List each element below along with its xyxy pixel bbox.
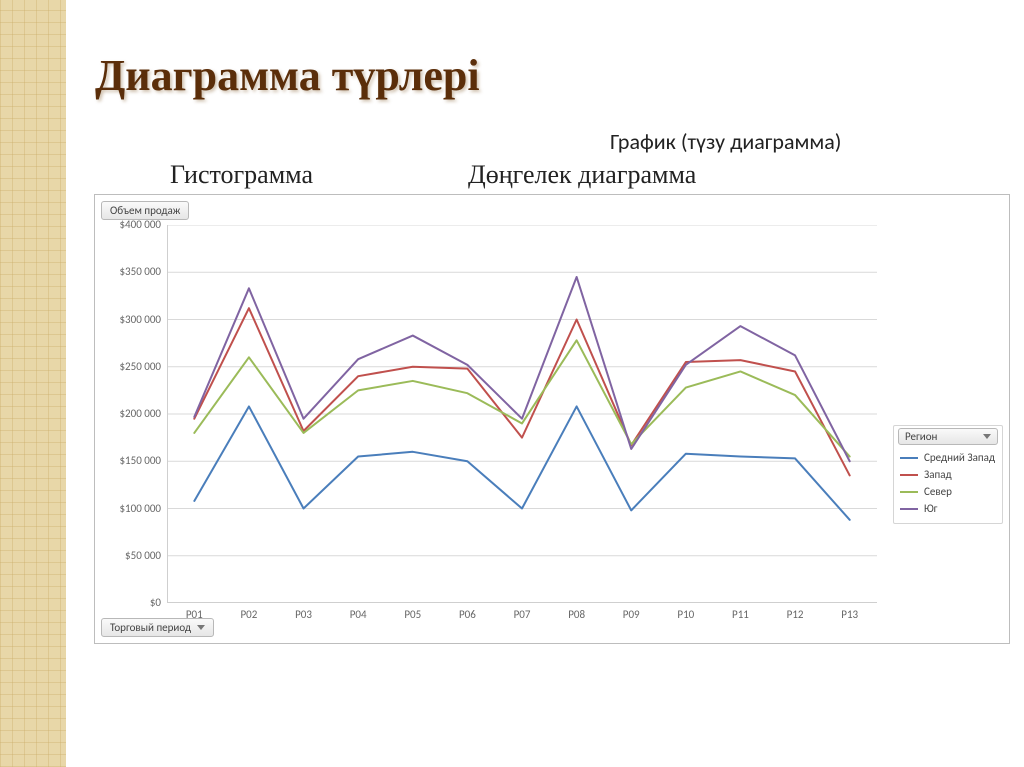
x-tick-label: P02 <box>234 608 264 621</box>
x-tick-label: P10 <box>671 608 701 621</box>
legend-swatch <box>900 491 918 493</box>
x-tick-label: P12 <box>780 608 810 621</box>
x-axis-field-label: Торговый период <box>110 621 191 634</box>
y-tick-label: $200 000 <box>101 407 161 420</box>
series-line <box>194 340 849 456</box>
y-tick-label: $150 000 <box>101 454 161 467</box>
y-axis-field-label: Объем продаж <box>110 204 180 217</box>
x-tick-label: P07 <box>507 608 537 621</box>
x-tick-label: P01 <box>179 608 209 621</box>
subtitle-linechart: График (түзу диаграмма) <box>610 128 841 155</box>
y-tick-label: $50 000 <box>101 549 161 562</box>
y-tick-label: $400 000 <box>101 218 161 231</box>
x-tick-label: P03 <box>289 608 319 621</box>
legend-label: Север <box>924 485 952 498</box>
x-tick-label: P08 <box>562 608 592 621</box>
legend-label: Юг <box>924 502 937 515</box>
y-tick-label: $0 <box>101 596 161 609</box>
chevron-down-icon <box>983 434 991 439</box>
legend-label: Средний Запад <box>924 451 995 464</box>
x-tick-label: P04 <box>343 608 373 621</box>
subtitle-piechart: Дөңгелек диаграмма <box>468 160 696 190</box>
decorative-left-band <box>0 0 66 767</box>
legend-swatch <box>900 457 918 459</box>
plot-area <box>167 225 877 603</box>
page-title: Диаграмма түрлері <box>95 50 480 101</box>
legend-title: Регион <box>905 430 937 443</box>
x-tick-label: P09 <box>616 608 646 621</box>
y-tick-label: $250 000 <box>101 360 161 373</box>
legend-field-pill[interactable]: Регион <box>898 428 998 445</box>
legend-item[interactable]: Запад <box>900 468 996 481</box>
y-tick-label: $300 000 <box>101 313 161 326</box>
legend-item[interactable]: Север <box>900 485 996 498</box>
legend-label: Запад <box>924 468 952 481</box>
x-tick-label: P05 <box>398 608 428 621</box>
y-tick-label: $350 000 <box>101 265 161 278</box>
line-chart-svg <box>167 225 877 603</box>
legend-item[interactable]: Юг <box>900 502 996 515</box>
subtitle-histogram: Гистограмма <box>170 160 313 190</box>
legend-item[interactable]: Средний Запад <box>900 451 996 464</box>
x-tick-label: P11 <box>725 608 755 621</box>
x-tick-label: P13 <box>835 608 865 621</box>
x-tick-label: P06 <box>452 608 482 621</box>
y-tick-label: $100 000 <box>101 502 161 515</box>
legend-swatch <box>900 474 918 476</box>
chart-container: Объем продаж Торговый период $0 $50 000 $1… <box>94 194 1010 644</box>
chevron-down-icon <box>197 625 205 630</box>
legend-swatch <box>900 508 918 510</box>
series-line <box>194 277 849 461</box>
legend: Регион Средний Запад Запад Север Юг <box>893 425 1003 524</box>
